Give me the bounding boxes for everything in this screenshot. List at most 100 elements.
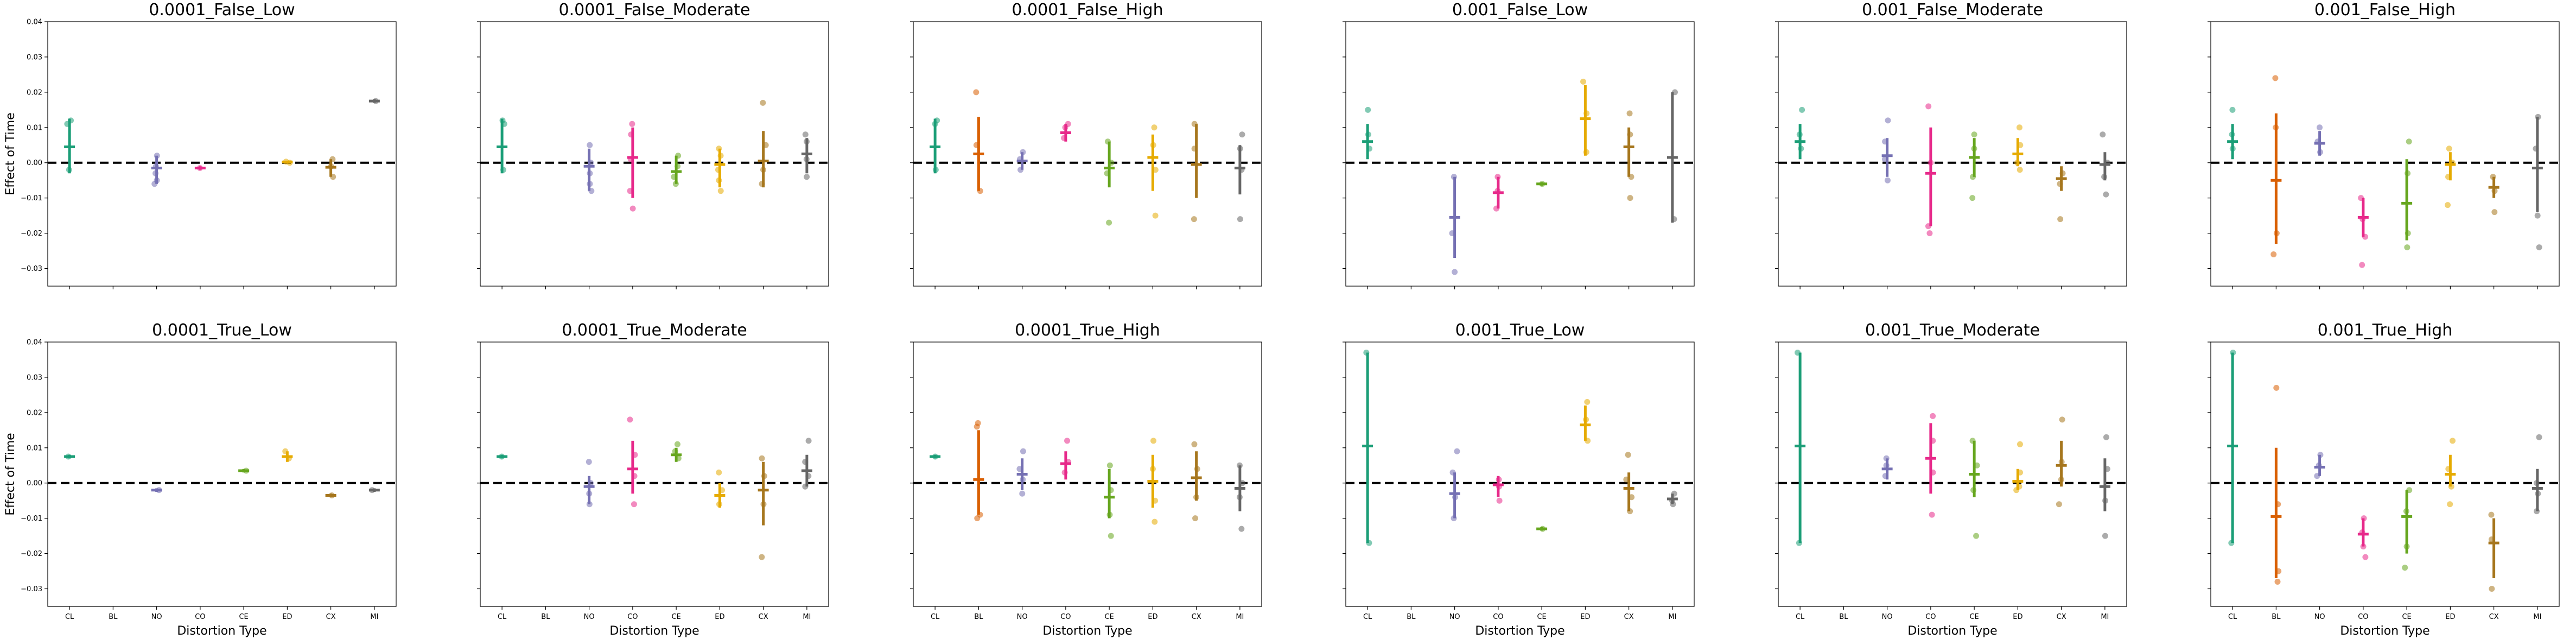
y-tick-label: −0.01: [21, 515, 42, 523]
x-tick-label: BL: [974, 613, 983, 621]
plot-frame: [1778, 21, 2127, 287]
y-tick-label: 0.03: [27, 53, 42, 61]
subplot-title: 0.001_False_Low: [1452, 1, 1588, 20]
x-tick-label: CO: [195, 613, 205, 621]
subplot-0.0001_False_Low: 0.0001_False_Low −0.03 −0.02 −0.01 0.00 0.01 0…: [4, 1, 397, 289]
subplot-0.0001_False_High: 0.0001_False_High: [910, 1, 1262, 289]
observation-point-CX: [2491, 209, 2498, 216]
observation-point-BL: [974, 515, 981, 522]
plot-frame: [1345, 21, 1695, 287]
x-tick-label: NO: [2314, 613, 2325, 621]
y-tick-label: 0.04: [27, 18, 42, 27]
subplot-0.001_False_Low: 0.001_False_Low: [1343, 1, 1695, 289]
x-tick-label: CX: [326, 613, 336, 621]
observation-point-CO: [1064, 438, 1071, 444]
observation-point-NO: [2317, 124, 2323, 131]
plot-frame: [2210, 341, 2560, 607]
observation-point-MI: [2536, 434, 2542, 440]
observation-point-ED: [2017, 167, 2023, 173]
observation-point-CE: [2406, 138, 2412, 145]
observation-point-NO: [1020, 448, 1026, 454]
observation-point-MI: [2103, 191, 2109, 198]
observation-point-CX: [2056, 501, 2062, 508]
observation-point-CX: [1626, 110, 1633, 117]
observation-point-CO: [1926, 230, 1933, 237]
observation-point-MI: [2100, 131, 2106, 138]
x-tick-label: CO: [627, 613, 638, 621]
subplot-title: 0.001_False_Moderate: [1862, 1, 2043, 20]
x-axis-label: Distortion Type: [1475, 624, 1564, 638]
x-axis-label: Distortion Type: [177, 624, 266, 638]
observation-point-CX: [2059, 416, 2065, 423]
x-tick-label: NO: [584, 613, 595, 621]
observation-point-ED: [2447, 501, 2453, 508]
plot-frame: [47, 21, 397, 287]
observation-point-CO: [1930, 413, 1936, 419]
observation-point-CX: [760, 99, 766, 106]
x-tick-label: NO: [1882, 613, 1893, 621]
y-tick-label: 0.01: [27, 444, 42, 452]
subplot-0.0001_True_Low: 0.0001_True_Low −0.03 −0.02 −0.01 0.00 0.01 0.…: [4, 321, 397, 638]
observation-point-CX: [1192, 515, 1199, 522]
x-axis-label: Distortion Type: [609, 624, 699, 638]
x-tick-label: MI: [1236, 613, 1244, 621]
observation-point-CO: [2359, 262, 2365, 268]
observation-point-BL: [974, 423, 980, 430]
x-tick-label: MI: [2101, 613, 2109, 621]
observation-point-NO: [1452, 269, 1458, 275]
x-tick-label: BL: [1407, 613, 1416, 621]
observation-point-CX: [2489, 586, 2495, 592]
observation-point-NO: [1884, 177, 1891, 184]
subplot-title: 0.001_True_Low: [1455, 321, 1585, 340]
observation-point-CO: [627, 416, 633, 423]
x-tick-label: ED: [2445, 613, 2455, 621]
observation-point-ED: [717, 188, 724, 194]
observation-point-NO: [587, 142, 593, 148]
x-tick-label: BL: [541, 613, 550, 621]
plot-frame: [480, 341, 829, 607]
x-tick-label: ED: [2013, 613, 2022, 621]
y-tick-label: 0.01: [27, 124, 42, 132]
y-tick-label: 0.04: [27, 339, 42, 347]
observation-point-CX: [759, 554, 765, 560]
x-tick-label: NO: [1017, 613, 1028, 621]
subplot-title: 0.001_False_High: [2314, 1, 2456, 20]
x-tick-label: BL: [109, 613, 118, 621]
observation-point-ED: [2017, 441, 2023, 447]
observation-point-MI: [804, 174, 810, 180]
observation-point-NO: [1454, 448, 1460, 454]
x-tick-label: CE: [671, 613, 680, 621]
x-tick-label: BL: [1839, 613, 1848, 621]
x-tick-label: MI: [2533, 613, 2541, 621]
y-tick-label: −0.03: [21, 265, 42, 273]
y-tick-label: −0.02: [21, 550, 42, 558]
observation-point-CL: [1799, 106, 1805, 113]
x-tick-label: ED: [1148, 613, 1157, 621]
subplot-title: 0.0001_False_High: [1012, 1, 1163, 20]
x-axis-label: Distortion Type: [2340, 624, 2429, 638]
observation-point-CX: [2057, 216, 2064, 223]
observation-point-CO: [1496, 497, 1503, 504]
observation-point-MI: [1237, 216, 1243, 223]
x-tick-label: MI: [370, 613, 378, 621]
subplot-0.001_True_Low: 0.001_True_Low CL BL NO CO CE ED CX MI Distortion…: [1343, 321, 1695, 638]
plot-frame: [47, 341, 397, 607]
observation-point-CO: [629, 205, 636, 212]
observation-point-CE: [1973, 533, 1980, 539]
y-tick-label: 0.00: [27, 479, 42, 488]
plot-frame: [913, 21, 1262, 287]
x-tick-label: CE: [239, 613, 248, 621]
x-tick-label: CX: [759, 613, 768, 621]
x-tick-label: CX: [2057, 613, 2066, 621]
x-tick-label: NO: [151, 613, 162, 621]
x-tick-label: CL: [1363, 613, 1372, 621]
observation-point-NO: [586, 459, 592, 465]
y-tick-label: −0.01: [21, 194, 42, 203]
y-tick-label: 0.02: [27, 88, 42, 97]
observation-point-MI: [2534, 212, 2541, 219]
observation-point-ED: [2445, 202, 2451, 208]
observation-point-MI: [1239, 131, 1245, 138]
observation-point-ED: [2446, 145, 2452, 152]
observation-point-BL: [2270, 251, 2277, 258]
